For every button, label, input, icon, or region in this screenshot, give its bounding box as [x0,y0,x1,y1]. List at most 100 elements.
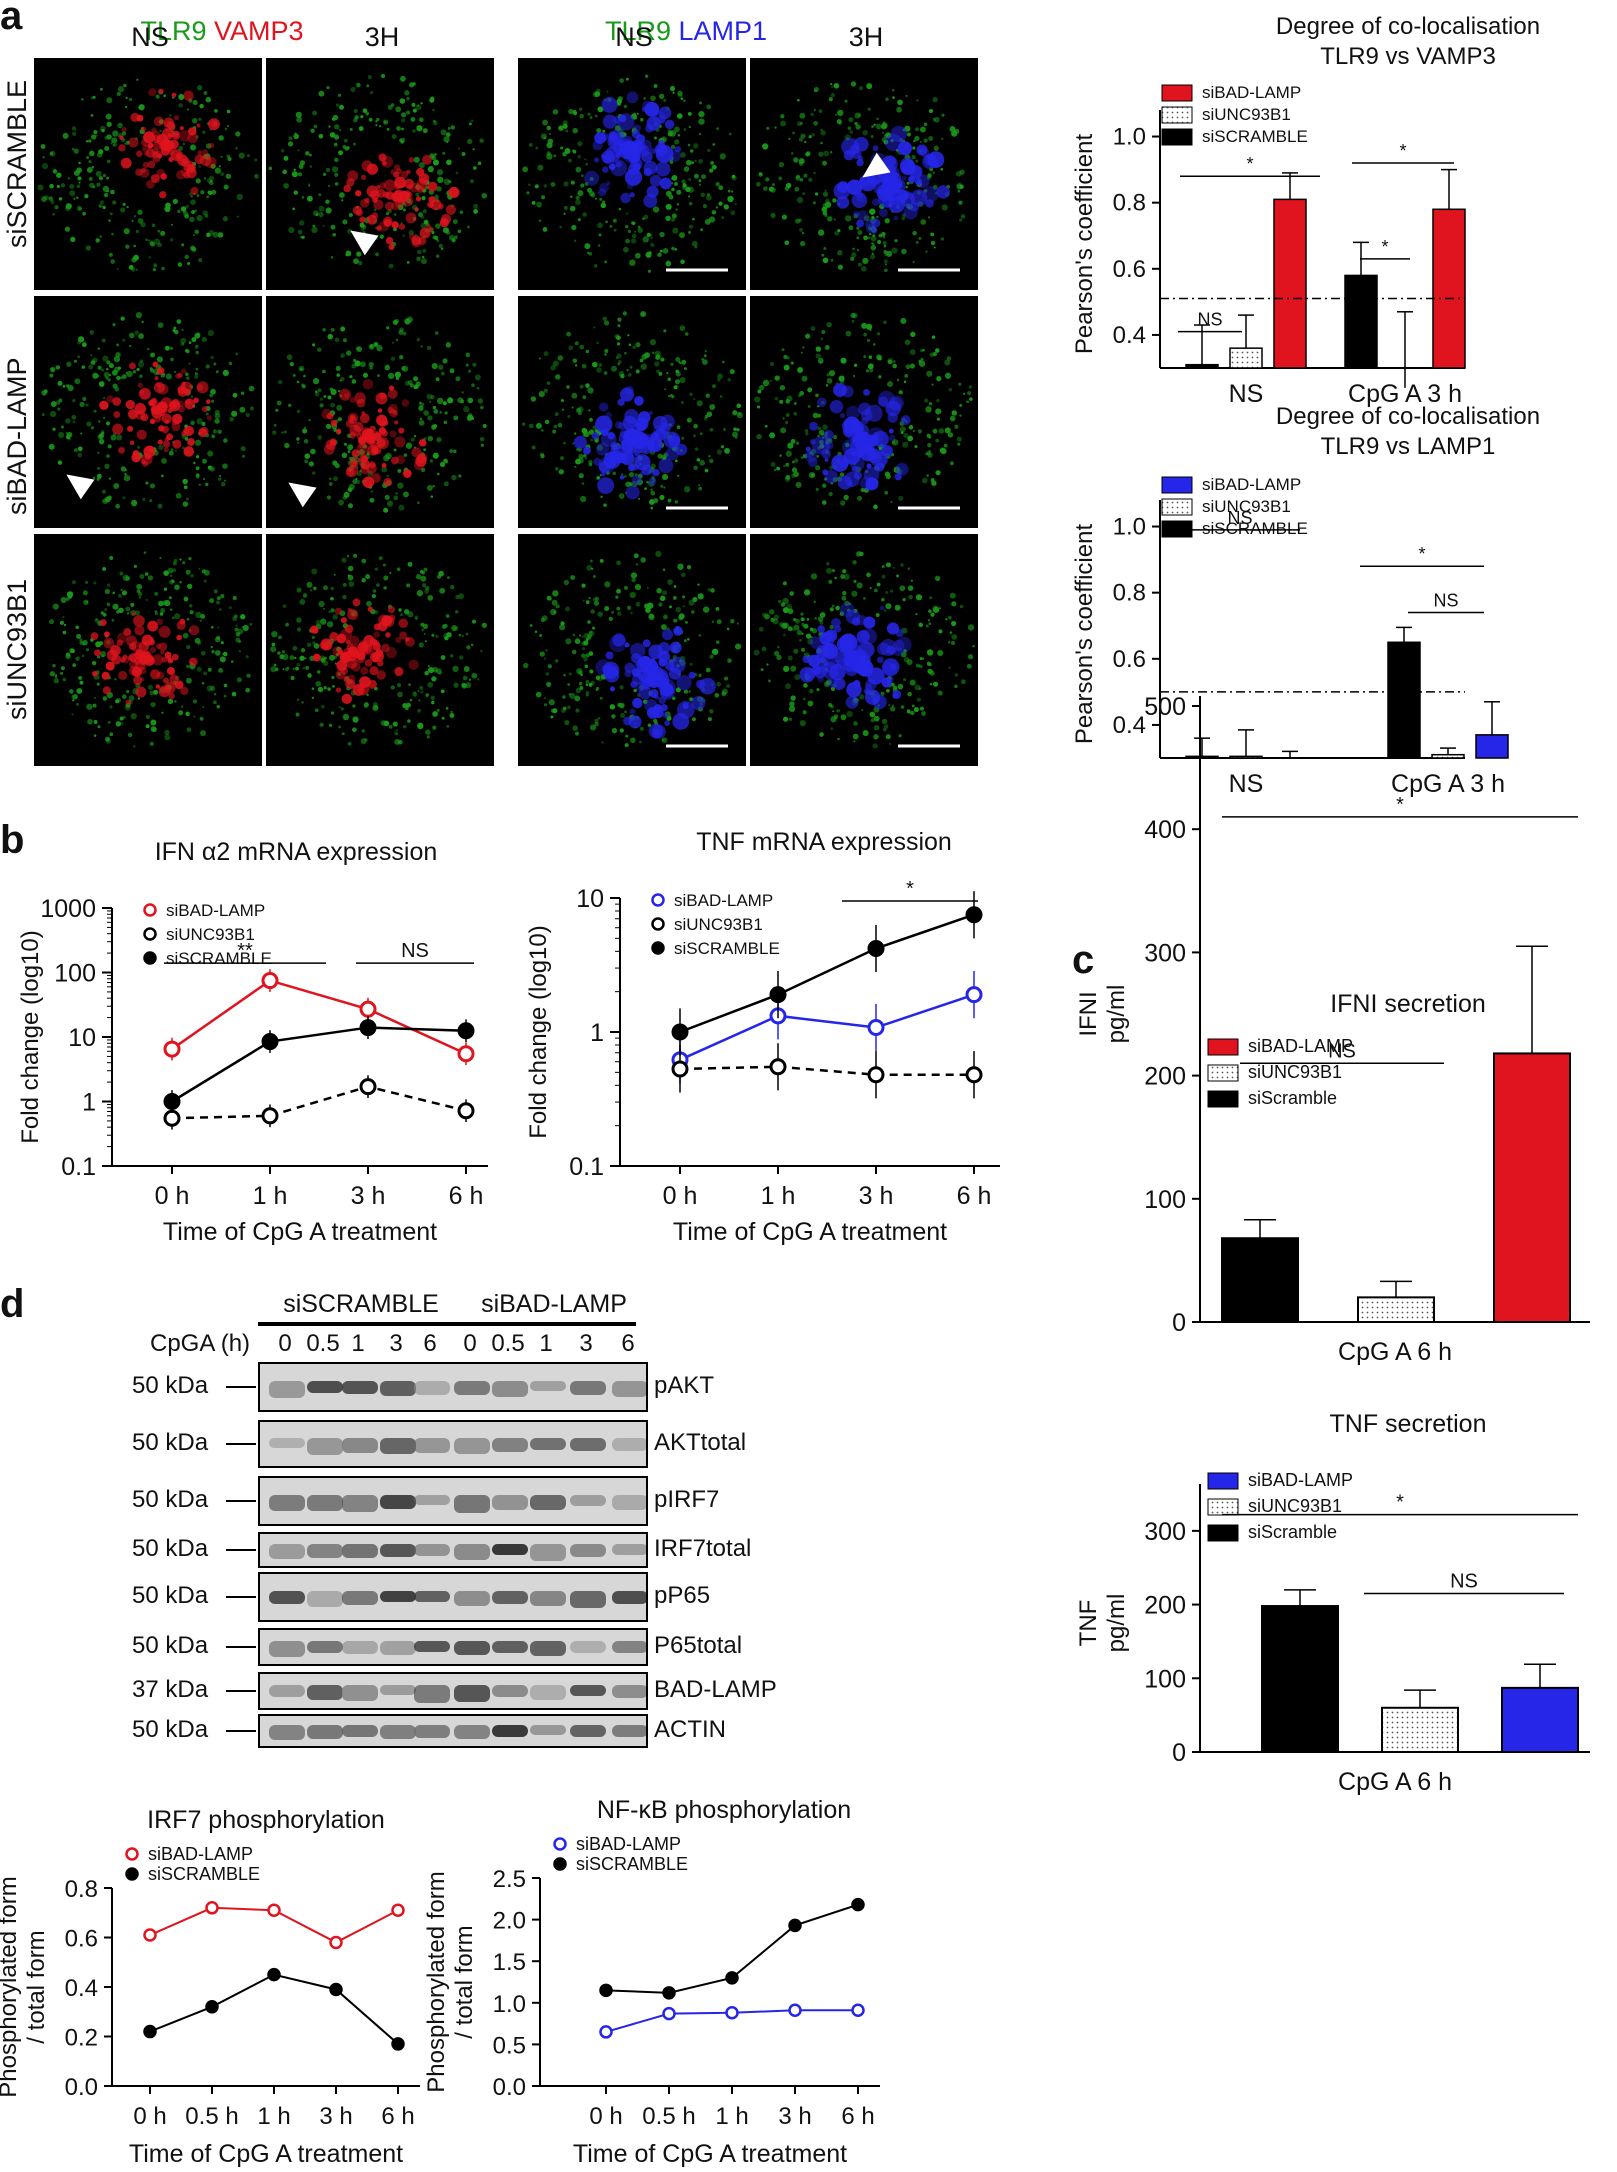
micrograph-siBAD-LAMP-3H [266,296,494,528]
micrograph-siUNC93B1-NS [34,534,262,766]
legend-marker [143,951,157,965]
chart-title: NF-κB phosphorylation [597,1796,851,1824]
legend-label: siSCRAMBLE [148,1864,260,1884]
blot-band [414,1685,450,1703]
y-tick-label: 0 [1172,1309,1186,1337]
line-siBAD-LAMP [171,979,467,1055]
panel-letter-b: b [0,818,25,862]
significance-label: * [1399,141,1406,161]
legend-swatch [1207,1472,1239,1490]
lane-timepoint-label: 0.5 [306,1330,340,1357]
y-tick-label: 1.0 [1113,124,1146,151]
lane-timepoint-label: 3 [579,1330,593,1357]
blot-band [269,1381,305,1399]
blot-kda-label: 50 kDa [132,1429,209,1456]
blot-protein-label: pAKT [654,1372,715,1399]
blot-kda-label: 37 kDa [132,1676,209,1703]
lamp1-label: LAMP1 [678,16,768,46]
blot-kda-label: 50 kDa [132,1535,209,1562]
x-tick-label: 0 h [155,1182,190,1210]
chart-title: IRF7 phosphorylation [147,1806,385,1834]
chart-title: TLR9 vs LAMP1 [1321,433,1496,460]
bar-siBAD-LAMP [1432,208,1466,369]
x-tick-label: 1 h [257,2103,290,2130]
y-tick-label: 0.0 [65,2074,98,2101]
blot-marker-tick [226,1500,256,1502]
blot-band [380,1725,416,1739]
blot-band [492,1495,528,1511]
blot-band [307,1495,343,1511]
significance-label: * [1246,154,1253,174]
legend-label: siBAD-LAMP [1202,475,1301,494]
point-siBAD-LAMP [143,1928,157,1942]
y-axis-label: / total form [23,1930,50,2043]
bar-siUNC93B1 [1229,347,1263,369]
y-tick-label: 0.6 [65,1926,98,1953]
blot-strip-pAKT [258,1362,648,1412]
blot-marker-tick [226,1646,256,1648]
legend-marker [651,941,665,955]
point-siUNC93B1 [359,1078,377,1096]
blot-strip-AKTtotal [258,1420,648,1468]
y-tick-label: 300 [1144,939,1186,967]
line-siSCRAMBLE [149,1973,399,2045]
chart-title: TNF secretion [1330,1410,1487,1438]
legend-label: siUNC93B1 [674,915,763,934]
significance-label: NS [401,940,429,962]
y-axis-label: Pearson's coefficient [1071,524,1098,745]
significance-label: * [906,878,914,900]
legend-swatch [1207,1524,1239,1542]
y-tick-label: 200 [1144,1063,1186,1091]
blot-band [342,1641,378,1654]
x-tick-label: 1 h [253,1182,288,1210]
blot-band [454,1591,490,1607]
point-siUNC93B1 [965,1066,983,1084]
col-label-ns: NS [131,22,169,52]
y-tick-label: 0.1 [61,1153,96,1181]
lane-timepoint-label: 0.5 [491,1330,525,1357]
legend-marker [651,893,665,907]
legend-swatch [1207,1064,1239,1082]
blot-group-label: siSCRAMBLE [283,1290,439,1318]
point-siSCRAMBLE [391,2037,405,2051]
blot-band [380,1544,416,1557]
legend-label: siScramble [1248,1088,1337,1108]
y-tick-label: 2.5 [493,1866,526,1893]
blot-band [307,1438,343,1455]
bar-siBAD-LAMP [1475,734,1509,759]
bar-siUNC93B1 [1357,1296,1435,1323]
y-tick-label: 500 [1144,693,1186,721]
y-tick-label: 2.0 [493,1908,526,1935]
blot-band [454,1438,490,1455]
blot-band [342,1725,378,1738]
point-siSCRAMBLE [359,1019,377,1037]
legend-swatch [1161,476,1193,494]
significance-label: * [1381,237,1388,257]
line-siBAD-LAMP [679,993,975,1061]
blot-band [269,1641,305,1657]
point-siSCRAMBLE [143,2024,157,2039]
y-axis-label: pg/ml [1103,1594,1130,1653]
blot-band [307,1725,343,1739]
point-siSCRAMBLE [671,1023,689,1041]
chart-title: TNF mRNA expression [696,828,952,856]
blot-band [570,1725,606,1737]
blot-band [612,1438,646,1452]
significance-label: NS [1328,1040,1356,1062]
lane-timepoint-label: 6 [423,1330,437,1357]
x-tick-label: CpG A 6 h [1338,1768,1452,1796]
lane-timepoint-label: 6 [621,1330,635,1357]
point-siSCRAMBLE [267,1967,281,1982]
vamp3-channel-header: TLR9 VAMP3 [92,16,352,47]
legend-label: siSCRAMBLE [1202,127,1308,146]
point-siBAD-LAMP [205,1901,219,1915]
blot-marker-tick [226,1443,256,1445]
blot-marker-tick [226,1596,256,1598]
blot-band [307,1591,343,1607]
y-tick-label: 1 [82,1089,96,1117]
y-tick-label: 0.1 [569,1153,604,1181]
line-siSCRAMBLE [171,1026,467,1103]
blot-band [570,1544,606,1557]
significance-label: ** [237,940,253,962]
